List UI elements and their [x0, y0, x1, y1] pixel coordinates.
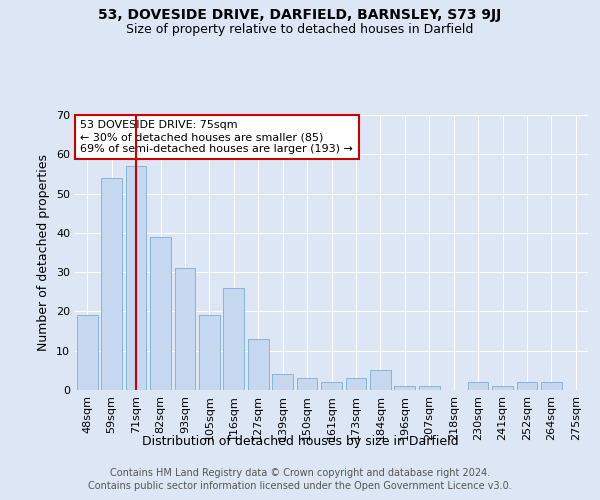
Bar [223, 288, 244, 390]
Bar [467, 382, 488, 390]
Bar [150, 237, 171, 390]
Bar [541, 382, 562, 390]
Y-axis label: Number of detached properties: Number of detached properties [37, 154, 50, 351]
Bar [517, 382, 538, 390]
Bar [248, 339, 269, 390]
Bar [394, 386, 415, 390]
Bar [370, 370, 391, 390]
Bar [296, 378, 317, 390]
Bar [101, 178, 122, 390]
Bar [199, 316, 220, 390]
Text: Size of property relative to detached houses in Darfield: Size of property relative to detached ho… [127, 22, 473, 36]
Text: Contains public sector information licensed under the Open Government Licence v3: Contains public sector information licen… [88, 481, 512, 491]
Bar [125, 166, 146, 390]
Text: 53, DOVESIDE DRIVE, DARFIELD, BARNSLEY, S73 9JJ: 53, DOVESIDE DRIVE, DARFIELD, BARNSLEY, … [98, 8, 502, 22]
Bar [175, 268, 196, 390]
Bar [77, 316, 98, 390]
Bar [321, 382, 342, 390]
Text: Contains HM Land Registry data © Crown copyright and database right 2024.: Contains HM Land Registry data © Crown c… [110, 468, 490, 477]
Bar [492, 386, 513, 390]
Text: 53 DOVESIDE DRIVE: 75sqm
← 30% of detached houses are smaller (85)
69% of semi-d: 53 DOVESIDE DRIVE: 75sqm ← 30% of detach… [80, 120, 353, 154]
Bar [346, 378, 367, 390]
Text: Distribution of detached houses by size in Darfield: Distribution of detached houses by size … [142, 435, 458, 448]
Bar [272, 374, 293, 390]
Bar [419, 386, 440, 390]
